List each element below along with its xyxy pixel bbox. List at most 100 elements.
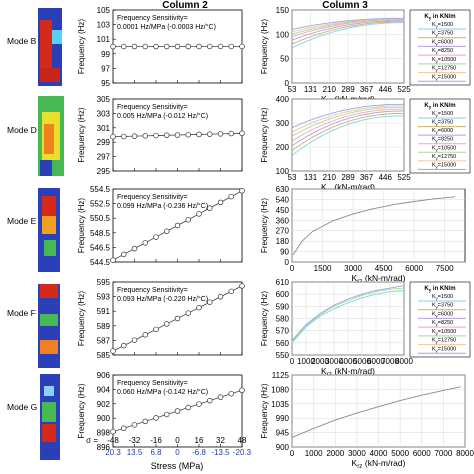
- data-point: [120, 43, 127, 50]
- data-point: [174, 132, 181, 138]
- data-point: [185, 131, 192, 138]
- y-tick-label: 105: [97, 6, 111, 15]
- x-tick-label: 4000: [339, 357, 357, 366]
- y-tick-label: 295: [97, 167, 111, 176]
- mode-label: Mode F: [7, 308, 36, 318]
- x-tick-label: 6000: [413, 449, 431, 458]
- k-label: Ky=15000: [432, 346, 456, 353]
- frequency-axis-label: Frequency (Hz): [77, 198, 86, 253]
- frequency-axis-label: Frequency (Hz): [260, 291, 269, 346]
- y-tick-label: 97: [101, 64, 110, 73]
- y-tick-label: 270: [276, 227, 290, 236]
- k-label: Ky=3750: [432, 120, 453, 127]
- dT-tick-label: 13.5: [127, 448, 143, 457]
- data-point: [185, 404, 192, 411]
- y-tick-label: 103: [97, 21, 111, 30]
- data-point: [174, 43, 181, 50]
- sigma-tick-label: 0: [175, 436, 180, 445]
- series-line: [291, 285, 405, 341]
- data-point: [217, 294, 224, 300]
- data-point: [174, 222, 181, 229]
- x-tick-label: 6000: [367, 357, 385, 366]
- column-2-header: Column 2: [162, 0, 208, 11]
- y-tick-label: 1125: [272, 371, 290, 380]
- data-point: [217, 43, 224, 50]
- data-point: [239, 283, 245, 289]
- frequency-axis-label: Frequency (Hz): [260, 198, 269, 253]
- x-tick-label: 289: [341, 85, 355, 94]
- data-point: [142, 418, 149, 425]
- series-line: [291, 19, 405, 38]
- frequency-axis-label: Frequency (Hz): [77, 107, 86, 162]
- y-tick-label: 303: [97, 109, 111, 118]
- data-point: [131, 422, 138, 428]
- data-point: [217, 394, 224, 400]
- series-line: [291, 106, 404, 137]
- x-tick-label: 1000: [305, 449, 323, 458]
- data-point: [110, 348, 116, 354]
- data-point: [207, 397, 213, 404]
- row-1: Mode B 95 97 99 101 103 105 Frequency (Hz) Frequ…: [7, 6, 471, 106]
- series-line: [291, 105, 405, 133]
- data-point: [110, 133, 116, 140]
- data-point: [185, 310, 192, 316]
- x-tick-label: 367: [360, 85, 374, 94]
- x-tick-label: 6000: [405, 264, 423, 273]
- y-tick-label: 450: [276, 206, 290, 215]
- x-tick-label: 210: [323, 173, 337, 182]
- k-label: Ky=1500: [432, 294, 453, 301]
- frequency-axis-label: Frequency (Hz): [77, 19, 86, 74]
- data-point: [153, 132, 159, 139]
- x-tick-label: 289: [341, 173, 355, 182]
- data-point: [239, 387, 245, 394]
- sensitivity-title: Frequency Sensitivity=: [117, 104, 188, 111]
- series-line: [291, 17, 404, 30]
- mode-g-render: [40, 374, 60, 460]
- series-line: [291, 112, 405, 151]
- x-tick-label: 1500: [314, 264, 332, 273]
- data-point: [207, 205, 213, 211]
- x-tick-label: 7500: [436, 264, 454, 273]
- x-tick-label: 1000: [297, 357, 315, 366]
- x-tick-label: 131: [304, 173, 318, 182]
- y-tick-label: 100: [276, 30, 290, 39]
- k-label: Ky=8250: [432, 137, 453, 144]
- data-point: [228, 130, 235, 137]
- mode-label: Mode G: [7, 402, 37, 412]
- y-tick-label: 95: [101, 79, 110, 88]
- sensitivity-title: Frequency Sensitivity=: [117, 194, 188, 201]
- y-tick-label: 50: [280, 55, 289, 64]
- sensitivity-title: Frequency Sensitivity=: [117, 15, 188, 22]
- x-tick-label: 525: [397, 85, 411, 94]
- data-point: [174, 315, 181, 322]
- sensitivity-value: 0.099 Hz/MPa (-0.236 Hz/°C): [117, 202, 208, 210]
- dT-tick-label: 6.8: [150, 448, 162, 457]
- x-tick-label: 8000: [456, 449, 474, 458]
- data-point: [196, 211, 202, 217]
- data-point: [131, 133, 138, 139]
- y-tick-label: 300: [276, 119, 290, 128]
- data-point: [196, 304, 202, 311]
- data-point: [217, 131, 224, 137]
- y-tick-label: 900: [97, 414, 111, 423]
- k-label: Ky=15000: [432, 74, 456, 81]
- mode-label: Mode E: [7, 216, 37, 226]
- legend-title: Ky in KN/m: [424, 14, 455, 21]
- y-tick-label: 945: [276, 429, 290, 438]
- data-point: [120, 251, 127, 258]
- column-3-header: Column 3: [322, 0, 368, 11]
- y-tick-label: 904: [97, 385, 111, 394]
- legend: Ky in KN/mKy=1500Ky=3750Ky=6000Ky=8250Ky…: [409, 98, 471, 174]
- data-point: [196, 43, 202, 50]
- legend: Ky in KN/mKy=1500Ky=3750Ky=6000Ky=8250Ky…: [409, 281, 471, 358]
- k-label: Ky=12750: [432, 154, 456, 161]
- dT-tick-label: 0: [175, 448, 180, 457]
- data-point: [228, 43, 235, 50]
- k-label: Krz (kN-m/rad): [321, 366, 375, 378]
- data-point: [142, 240, 149, 246]
- y-tick-label: 898: [97, 429, 111, 438]
- x-tick-label: 2000: [326, 449, 344, 458]
- y-tick-label: 896: [97, 443, 111, 452]
- y-tick-label: 548.5: [90, 229, 111, 238]
- sensitivity-value: 0.005 Hz/MPa (-0.012 Hz/°C): [117, 112, 208, 120]
